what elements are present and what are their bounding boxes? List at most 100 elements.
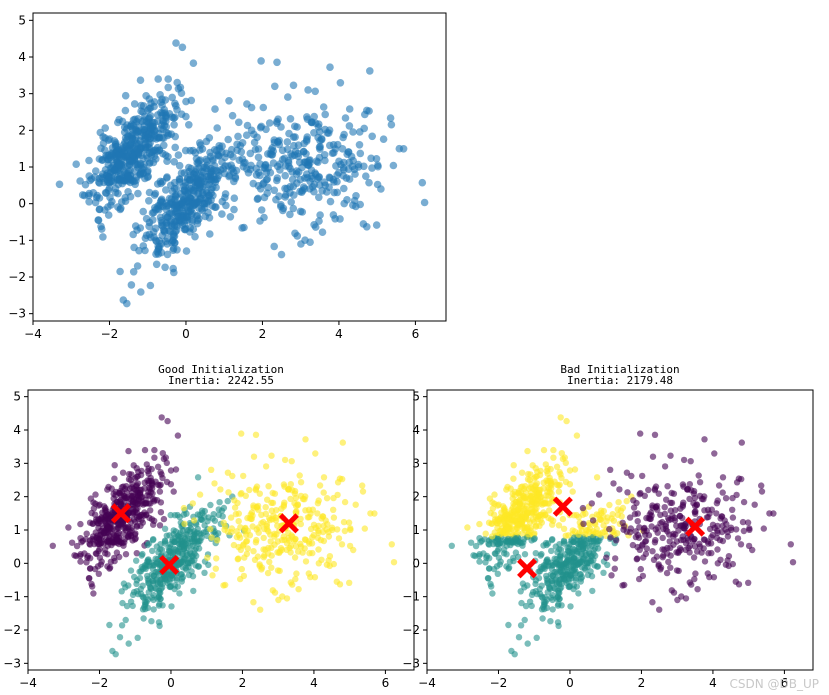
data-point xyxy=(543,477,550,484)
data-point xyxy=(160,515,168,523)
data-point xyxy=(133,550,140,557)
data-point xyxy=(540,485,547,492)
data-point xyxy=(131,160,140,168)
data-point xyxy=(129,230,137,239)
data-point xyxy=(366,67,374,75)
data-point xyxy=(120,524,127,531)
data-point xyxy=(320,474,328,481)
data-point xyxy=(85,189,93,198)
data-point xyxy=(354,163,363,171)
data-point xyxy=(661,463,669,470)
data-point xyxy=(189,538,196,545)
data-point xyxy=(240,572,248,580)
data-point xyxy=(316,482,324,489)
data-point xyxy=(718,528,726,536)
data-point xyxy=(307,166,316,174)
data-point xyxy=(197,194,206,203)
data-point xyxy=(287,495,294,503)
data-point xyxy=(106,621,113,629)
data-point xyxy=(695,472,702,479)
data-point xyxy=(333,177,341,186)
y-tick-label: 3 xyxy=(13,456,21,470)
data-point xyxy=(282,191,290,199)
data-point xyxy=(311,87,320,96)
data-point xyxy=(151,224,160,233)
data-point xyxy=(124,188,132,196)
data-point xyxy=(96,516,103,523)
data-point xyxy=(274,138,282,146)
data-point xyxy=(157,108,165,117)
data-point xyxy=(476,535,483,542)
y-tick-label: 5 xyxy=(412,390,420,404)
data-point xyxy=(136,513,143,520)
data-point xyxy=(68,539,76,546)
data-point xyxy=(495,545,502,553)
data-point xyxy=(544,589,551,596)
data-point xyxy=(362,172,370,180)
y-tick-label: 0 xyxy=(13,556,21,570)
data-point xyxy=(90,590,97,597)
data-point xyxy=(562,573,570,580)
data-point xyxy=(314,534,322,542)
data-point xyxy=(310,187,318,196)
data-point xyxy=(95,205,104,214)
data-point xyxy=(724,533,732,540)
data-point xyxy=(579,511,587,518)
data-point xyxy=(340,184,348,193)
data-point xyxy=(420,198,429,207)
data-point xyxy=(268,507,275,514)
data-point xyxy=(154,75,162,83)
data-point xyxy=(171,201,180,209)
data-point xyxy=(686,542,694,550)
data-point xyxy=(139,242,148,250)
data-point xyxy=(632,528,639,535)
data-point xyxy=(168,93,176,102)
data-point xyxy=(679,503,686,510)
data-point xyxy=(195,538,203,545)
data-point xyxy=(309,534,316,541)
good-initialization-title: Good Initialization xyxy=(158,363,284,376)
data-point xyxy=(83,530,90,537)
data-point xyxy=(360,124,369,133)
data-point xyxy=(696,492,704,500)
data-point xyxy=(123,494,131,501)
data-point xyxy=(390,559,398,566)
data-point xyxy=(134,590,142,598)
data-point xyxy=(368,164,376,172)
data-point xyxy=(708,549,715,557)
data-point xyxy=(418,178,427,187)
data-point xyxy=(211,105,219,113)
data-point xyxy=(691,575,698,583)
data-point xyxy=(556,589,563,597)
data-point xyxy=(565,578,572,585)
data-point xyxy=(134,148,143,157)
data-point xyxy=(733,526,740,533)
data-point xyxy=(146,514,153,522)
data-point xyxy=(239,162,248,171)
data-point xyxy=(126,146,134,154)
data-point xyxy=(590,547,597,554)
data-point xyxy=(330,506,337,513)
data-point xyxy=(557,554,564,561)
data-point xyxy=(568,557,575,564)
data-point xyxy=(528,591,536,599)
data-point xyxy=(623,497,630,505)
data-point xyxy=(320,151,329,159)
data-point xyxy=(135,140,143,148)
data-point xyxy=(538,582,545,589)
data-point xyxy=(266,515,273,522)
data-point xyxy=(161,525,169,532)
data-point xyxy=(170,184,179,193)
data-point xyxy=(185,121,193,129)
data-point xyxy=(503,486,510,493)
data-point xyxy=(149,124,157,133)
data-point xyxy=(120,580,128,587)
data-point xyxy=(256,561,263,568)
data-point xyxy=(728,526,735,534)
data-point xyxy=(665,558,672,566)
data-point xyxy=(121,539,128,546)
data-point xyxy=(686,495,693,503)
data-point xyxy=(631,510,639,518)
data-point xyxy=(268,452,275,459)
data-point xyxy=(171,143,179,152)
